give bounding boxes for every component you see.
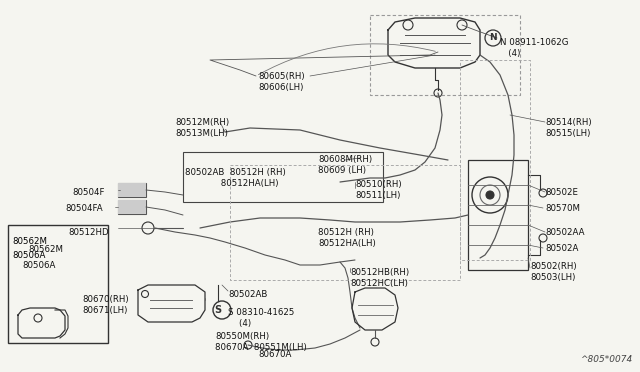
Text: 80502(RH)
80503(LH): 80502(RH) 80503(LH) xyxy=(530,262,577,282)
Bar xyxy=(183,152,383,202)
Text: 80502A: 80502A xyxy=(545,244,579,253)
Text: N 08911-1062G
   (4): N 08911-1062G (4) xyxy=(500,38,568,58)
Bar xyxy=(468,160,528,270)
Text: 80510(RH)
80511(LH): 80510(RH) 80511(LH) xyxy=(355,180,402,201)
Text: 80504FA: 80504FA xyxy=(65,204,102,213)
Bar xyxy=(118,183,146,197)
Text: 80570M: 80570M xyxy=(545,204,580,213)
Text: ^805*0074: ^805*0074 xyxy=(580,355,632,364)
Text: 80504F: 80504F xyxy=(72,188,104,197)
Text: S 08310-41625
    (4): S 08310-41625 (4) xyxy=(228,308,294,328)
Circle shape xyxy=(486,191,494,199)
Text: 80562M: 80562M xyxy=(28,245,63,254)
Bar xyxy=(118,200,146,214)
Text: 80512HD: 80512HD xyxy=(68,228,109,237)
Text: 80670(RH)
80671(LH): 80670(RH) 80671(LH) xyxy=(82,295,129,315)
Text: 80502AA: 80502AA xyxy=(545,228,584,237)
Text: N: N xyxy=(489,33,497,42)
Text: 80605(RH)
80606(LH): 80605(RH) 80606(LH) xyxy=(258,72,305,93)
Text: 80562M: 80562M xyxy=(12,237,47,246)
Bar xyxy=(8,225,108,343)
Text: 80512M(RH)
80513M(LH): 80512M(RH) 80513M(LH) xyxy=(175,118,229,138)
Text: 80512HB(RH)
80512HC(LH): 80512HB(RH) 80512HC(LH) xyxy=(350,268,409,288)
Text: 80506A: 80506A xyxy=(22,261,56,270)
Text: 80502AB: 80502AB xyxy=(228,290,268,299)
Text: 80514(RH)
80515(LH): 80514(RH) 80515(LH) xyxy=(545,118,591,138)
Text: 80550M(RH)
80670A  80551M(LH): 80550M(RH) 80670A 80551M(LH) xyxy=(215,332,307,352)
Text: 80502AB  80512H (RH)
             80512HA(LH): 80502AB 80512H (RH) 80512HA(LH) xyxy=(185,168,285,189)
Text: 80512H (RH)
80512HA(LH): 80512H (RH) 80512HA(LH) xyxy=(318,228,376,248)
Text: 80506A: 80506A xyxy=(12,251,45,260)
Text: 80502E: 80502E xyxy=(545,188,578,197)
Text: 80608M(RH)
80609 (LH): 80608M(RH) 80609 (LH) xyxy=(318,155,372,176)
Text: 80670A: 80670A xyxy=(258,350,291,359)
Text: S: S xyxy=(214,305,221,315)
